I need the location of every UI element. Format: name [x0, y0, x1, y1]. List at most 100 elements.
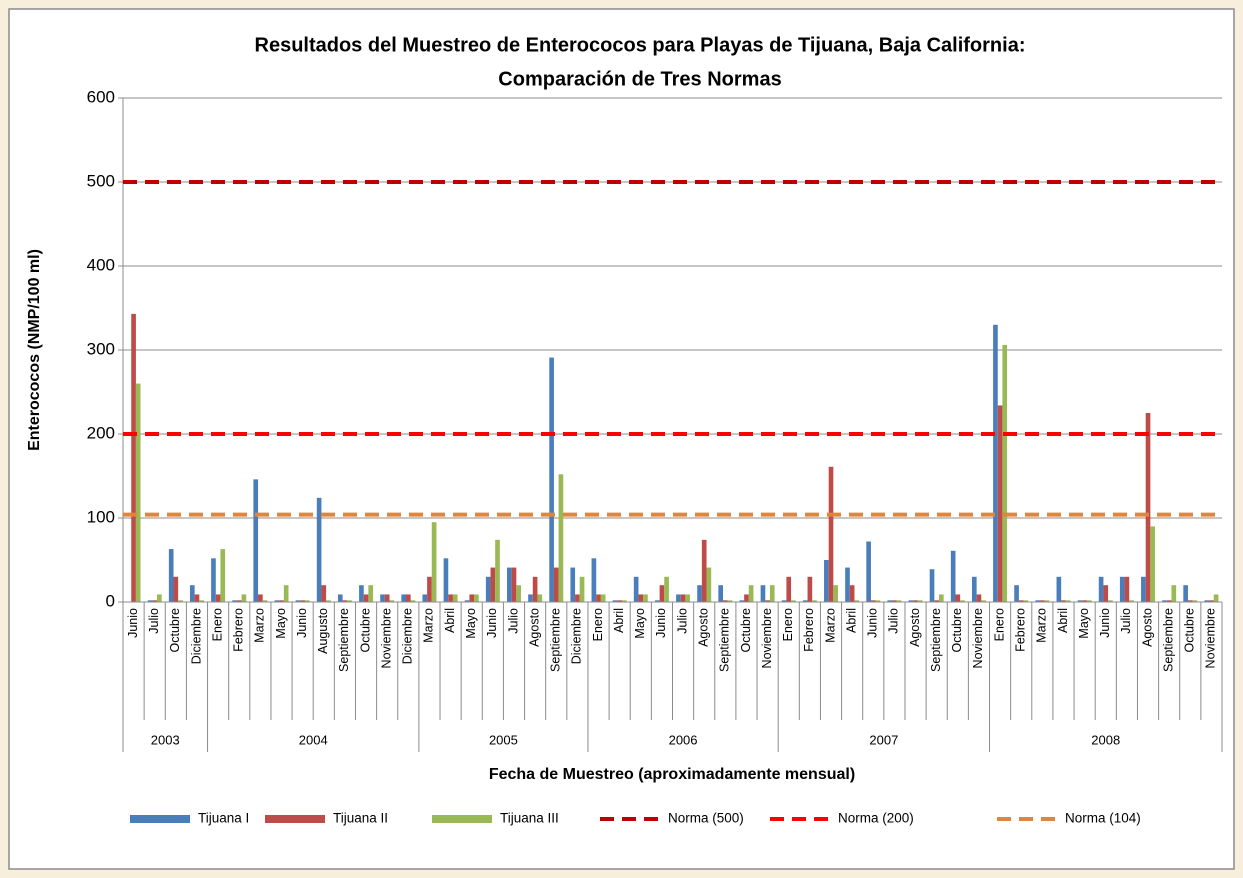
- bar: [495, 539, 500, 602]
- x-group-label: 2005: [489, 732, 518, 747]
- bar: [389, 600, 395, 602]
- x-tick-label: Julio: [1119, 608, 1133, 634]
- bar: [727, 600, 733, 602]
- bar: [917, 600, 923, 602]
- bar: [553, 567, 559, 602]
- bar: [236, 600, 242, 602]
- x-tick-label: Mayo: [633, 608, 647, 639]
- x-tick-label: Enero: [781, 608, 795, 641]
- y-tick-label: 300: [87, 339, 115, 358]
- bar: [1162, 600, 1167, 602]
- bar: [1145, 413, 1151, 602]
- bar: [220, 549, 226, 602]
- x-tick-label: Julio: [147, 608, 161, 634]
- bar: [368, 585, 374, 602]
- bar: [189, 585, 195, 602]
- legend-swatch: [432, 815, 492, 823]
- bar: [845, 567, 850, 602]
- bar: [380, 594, 385, 602]
- bar: [579, 576, 585, 602]
- x-tick-label: Marzo: [1035, 608, 1049, 643]
- bar: [452, 594, 458, 602]
- bar: [1213, 594, 1219, 602]
- y-tick-label: 100: [87, 507, 115, 526]
- x-tick-label: Abril: [443, 608, 457, 633]
- chart-title: Resultados del Muestreo de Enterococos p…: [255, 34, 1026, 56]
- bar: [279, 600, 284, 602]
- legend-swatch: [130, 815, 190, 823]
- bar: [1108, 600, 1113, 602]
- bar: [654, 600, 660, 602]
- bar: [600, 594, 606, 602]
- bar: [537, 594, 543, 602]
- bar: [769, 585, 775, 602]
- x-tick-label: Abril: [1056, 608, 1070, 633]
- legend-swatch: [265, 815, 325, 823]
- bar: [570, 567, 576, 602]
- bar: [474, 594, 479, 602]
- bar: [528, 594, 533, 602]
- bar: [401, 594, 406, 602]
- x-tick-label: Octubre: [950, 608, 964, 653]
- bar: [760, 585, 766, 602]
- y-tick-label: 500: [87, 171, 115, 190]
- bar: [828, 466, 834, 602]
- x-tick-label: Mayo: [274, 608, 288, 639]
- bar: [812, 600, 817, 602]
- bar: [178, 600, 183, 602]
- x-tick-label: Octubre: [358, 608, 372, 653]
- x-tick-label: Julio: [887, 608, 901, 634]
- x-tick-label: Augusto: [316, 608, 330, 654]
- bar: [1077, 600, 1083, 602]
- x-tick-label: Junio: [485, 608, 499, 638]
- bar: [1014, 585, 1019, 602]
- bar: [1065, 600, 1071, 602]
- x-tick-label: Marzo: [422, 608, 436, 643]
- bar: [875, 600, 881, 602]
- bar: [131, 313, 136, 602]
- x-group-label: 2008: [1091, 732, 1120, 747]
- bar: [1040, 600, 1045, 602]
- bar: [1103, 585, 1109, 602]
- x-tick-label: Diciembre: [189, 608, 203, 664]
- bar: [1187, 600, 1193, 602]
- x-group-label: 2004: [299, 732, 328, 747]
- bar: [347, 600, 352, 602]
- bar: [633, 576, 639, 602]
- bar: [638, 594, 644, 602]
- x-tick-label: Abril: [612, 608, 626, 633]
- bar: [262, 600, 268, 602]
- x-tick-label: Junio: [126, 608, 140, 638]
- bar: [1166, 600, 1172, 602]
- bar: [849, 585, 855, 602]
- bar: [870, 600, 876, 602]
- y-tick-label: 0: [106, 591, 115, 610]
- x-group-label: 2006: [669, 732, 698, 747]
- bar: [892, 600, 897, 602]
- bar: [981, 600, 986, 602]
- bar: [258, 594, 263, 602]
- bar: [939, 594, 944, 602]
- bar: [744, 594, 749, 602]
- bar: [1183, 585, 1188, 602]
- bar: [283, 585, 289, 602]
- bar: [781, 600, 787, 602]
- bar: [464, 600, 470, 602]
- bar: [549, 357, 554, 602]
- bar: [1044, 600, 1050, 602]
- bar: [1129, 600, 1134, 602]
- bar: [1204, 600, 1210, 602]
- x-tick-label: Febrero: [232, 608, 246, 652]
- bar: [173, 576, 179, 602]
- x-tick-label: Mayo: [464, 608, 478, 639]
- bar: [359, 585, 364, 602]
- bar: [748, 585, 754, 602]
- x-tick-label: Agosto: [696, 608, 710, 647]
- x-tick-label: Noviembre: [971, 608, 985, 668]
- bar: [697, 585, 702, 602]
- bar: [997, 405, 1003, 602]
- bar: [384, 594, 390, 602]
- bar: [1082, 600, 1087, 602]
- bar: [1056, 576, 1062, 602]
- bar: [511, 567, 517, 602]
